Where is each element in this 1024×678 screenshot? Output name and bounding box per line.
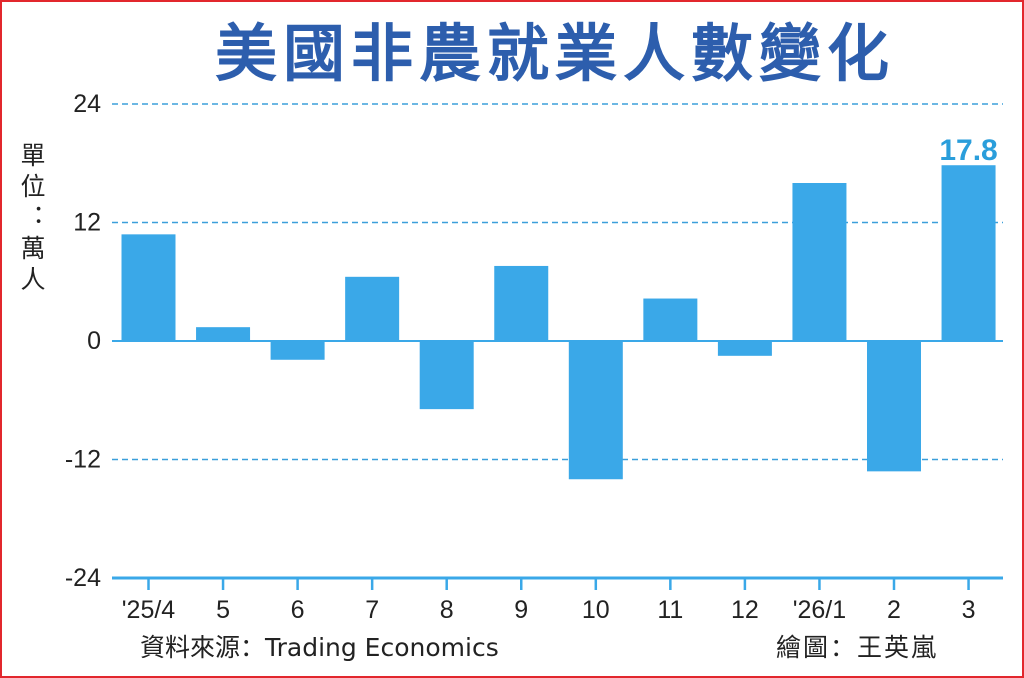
bar-3: [941, 165, 996, 341]
axes: [112, 340, 1003, 590]
x-tick-label: '26/1: [793, 596, 846, 624]
unit-label: 單位：萬人: [17, 142, 46, 297]
x-tick-label: 3: [962, 596, 976, 624]
y-tick-label: -12: [65, 446, 101, 474]
x-tick-label: 7: [365, 596, 379, 624]
x-tick-label: 6: [291, 596, 305, 624]
y-tick-label: 24: [73, 90, 101, 118]
bar-5: [196, 327, 251, 341]
bar-8: [419, 341, 474, 410]
source-note: 資料來源：Trading Economics: [140, 633, 499, 662]
bar-25-4: [121, 234, 176, 341]
bar-11: [643, 298, 698, 341]
gridlines: [112, 103, 1003, 461]
x-tick-label: '25/4: [122, 596, 176, 624]
data-label: 17.8: [939, 134, 997, 167]
y-tick-label: 12: [73, 209, 101, 237]
bar-12: [717, 341, 772, 356]
bar-9: [494, 265, 549, 341]
graphic-credit: 繪圖：王英嵐: [776, 633, 939, 662]
x-tick-label: 5: [216, 596, 230, 624]
labels: 24 12 0 -12 -24 '25/4 5 6 7 8 9 10 11 12 '26/1 2 3 17.8: [65, 90, 998, 624]
x-tick-label: 10: [582, 596, 610, 624]
x-tick-label: 12: [731, 596, 759, 624]
bar-6: [270, 341, 325, 360]
x-tick-label: 8: [440, 596, 454, 624]
chart-title: 美國非農就業人數變化: [214, 17, 895, 90]
bar-2: [867, 341, 921, 472]
x-tick-label: 2: [887, 596, 901, 624]
x-tick-label: 9: [514, 596, 528, 624]
y-tick-label: 0: [87, 327, 101, 355]
bar-10: [568, 341, 623, 480]
bar-7: [345, 276, 400, 341]
bar-26-1: [792, 183, 847, 341]
x-tick-label: 11: [657, 596, 683, 624]
y-tick-label: -24: [65, 564, 101, 592]
bars: [121, 165, 996, 480]
